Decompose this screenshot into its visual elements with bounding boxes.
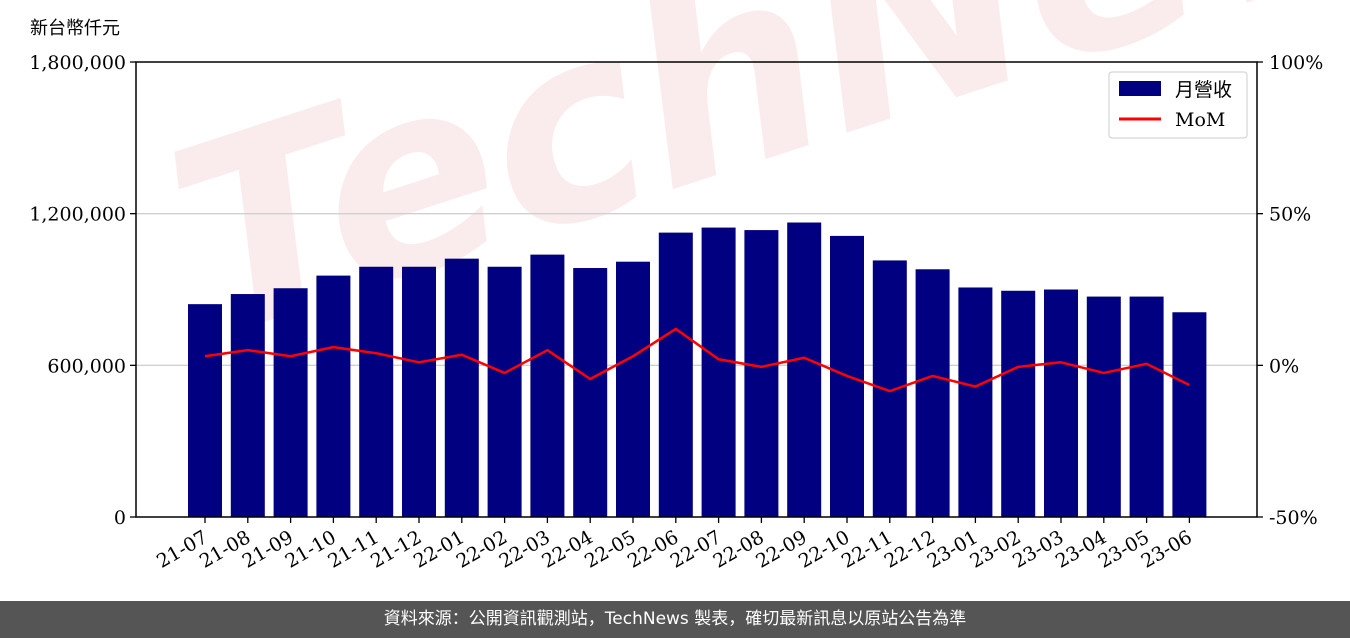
right-axis-tick-label: 0% (1269, 355, 1299, 377)
revenue-bar (1172, 312, 1207, 517)
revenue-bar (701, 227, 736, 517)
revenue-bar (487, 266, 522, 517)
left-axis-unit-label: 新台幣仟元 (30, 18, 120, 39)
revenue-bar (1129, 296, 1164, 517)
right-axis-tick-label: -50% (1269, 507, 1318, 529)
source-footer: 資料來源：公開資訊觀測站，TechNews 製表，確切最新訊息以原站公告為準 (0, 601, 1350, 638)
left-axis-tick-label: 1,200,000 (29, 204, 126, 226)
left-axis-tick-label: 600,000 (47, 355, 126, 377)
x-axis-tick-label: 23-06 (1137, 526, 1195, 572)
legend: 月營收 MoM (1108, 71, 1248, 139)
right-axis-tick-label: 50% (1269, 204, 1311, 226)
revenue-bar (530, 254, 565, 517)
revenue-bar (616, 261, 650, 517)
revenue-bar (230, 294, 265, 517)
revenue-chart: 0 600,000 1,200,000 1,800,000 -50% 0% 50% 100% 2… (29, 52, 1323, 573)
revenue-bar (658, 232, 693, 517)
revenue-bar (787, 222, 822, 517)
revenue-bar (1044, 289, 1078, 517)
revenue-bar (872, 260, 907, 517)
legend-swatch-bar (1119, 81, 1161, 96)
legend-label-mom: MoM (1175, 109, 1225, 131)
revenue-bar (958, 287, 993, 517)
left-axis-tick-label: 1,800,000 (29, 52, 126, 74)
left-axis-tick-label: 0 (114, 507, 126, 529)
mom-line (204, 327, 1190, 393)
revenue-bar (402, 266, 436, 517)
revenue-bar (744, 230, 779, 517)
revenue-bar (273, 288, 308, 517)
revenue-bar (1001, 290, 1036, 517)
mom-line-layer (204, 327, 1190, 393)
revenue-bar (188, 304, 222, 517)
bars-layer (188, 222, 1207, 517)
revenue-bar (316, 275, 351, 517)
revenue-bar (573, 268, 608, 517)
revenue-bar (444, 258, 479, 517)
legend-label-revenue: 月營收 (1175, 79, 1232, 101)
revenue-bar (1086, 296, 1121, 517)
revenue-bar (359, 266, 394, 517)
plot-frame (135, 61, 1258, 518)
revenue-bar (915, 269, 950, 517)
right-axis-tick-label: 100% (1269, 52, 1323, 74)
